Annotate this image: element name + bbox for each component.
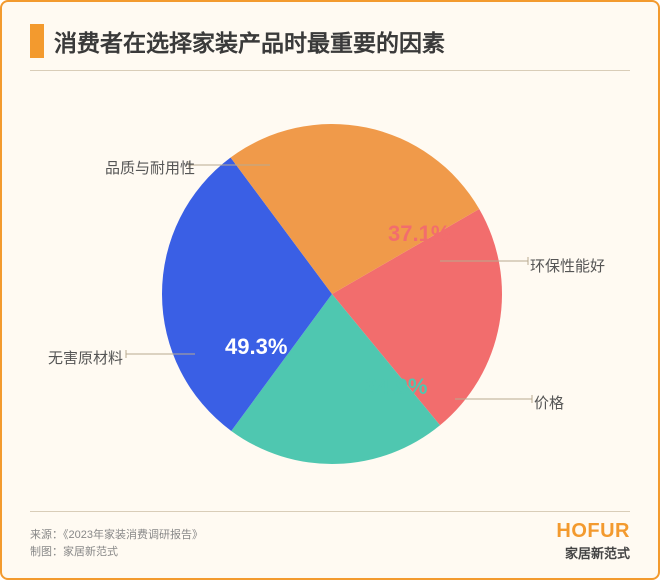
header-divider bbox=[30, 70, 630, 71]
chart-title: 消费者在选择家装产品时最重要的因素 bbox=[54, 24, 445, 58]
label-price: 价格 bbox=[534, 392, 564, 413]
brand-block: HOFUR 家居新范式 bbox=[556, 520, 630, 562]
pie-chart: 44.5% 品质与耐用性 37.1% 环保性能好 34.9% 价格 49.3% … bbox=[30, 79, 634, 489]
label-materials: 无害原材料 bbox=[48, 347, 123, 368]
pct-price: 34.9% bbox=[365, 374, 427, 400]
source-line: 来源：《2023年家装消费调研报告》 bbox=[30, 527, 203, 545]
label-environmental: 环保性能好 bbox=[530, 255, 605, 276]
pct-quality: 44.5% bbox=[280, 144, 342, 170]
pct-materials: 49.3% bbox=[225, 334, 287, 360]
pct-environmental: 37.1% bbox=[388, 221, 450, 247]
footer: 来源：《2023年家装消费调研报告》 制图：家居新范式 HOFUR 家居新范式 bbox=[30, 511, 630, 562]
title-accent-bar bbox=[30, 24, 44, 58]
brand-logo-cn: 家居新范式 bbox=[556, 543, 630, 562]
source-block: 来源：《2023年家装消费调研报告》 制图：家居新范式 bbox=[30, 527, 203, 562]
credit-line: 制图：家居新范式 bbox=[30, 544, 203, 562]
infographic-card: 消费者在选择家装产品时最重要的因素 44.5% 品质与耐用性 37.1% 环保性… bbox=[0, 0, 660, 580]
pie-svg bbox=[30, 79, 634, 489]
label-quality: 品质与耐用性 bbox=[105, 157, 195, 178]
header: 消费者在选择家装产品时最重要的因素 bbox=[30, 24, 630, 58]
brand-logo-en: HOFUR bbox=[556, 520, 630, 543]
